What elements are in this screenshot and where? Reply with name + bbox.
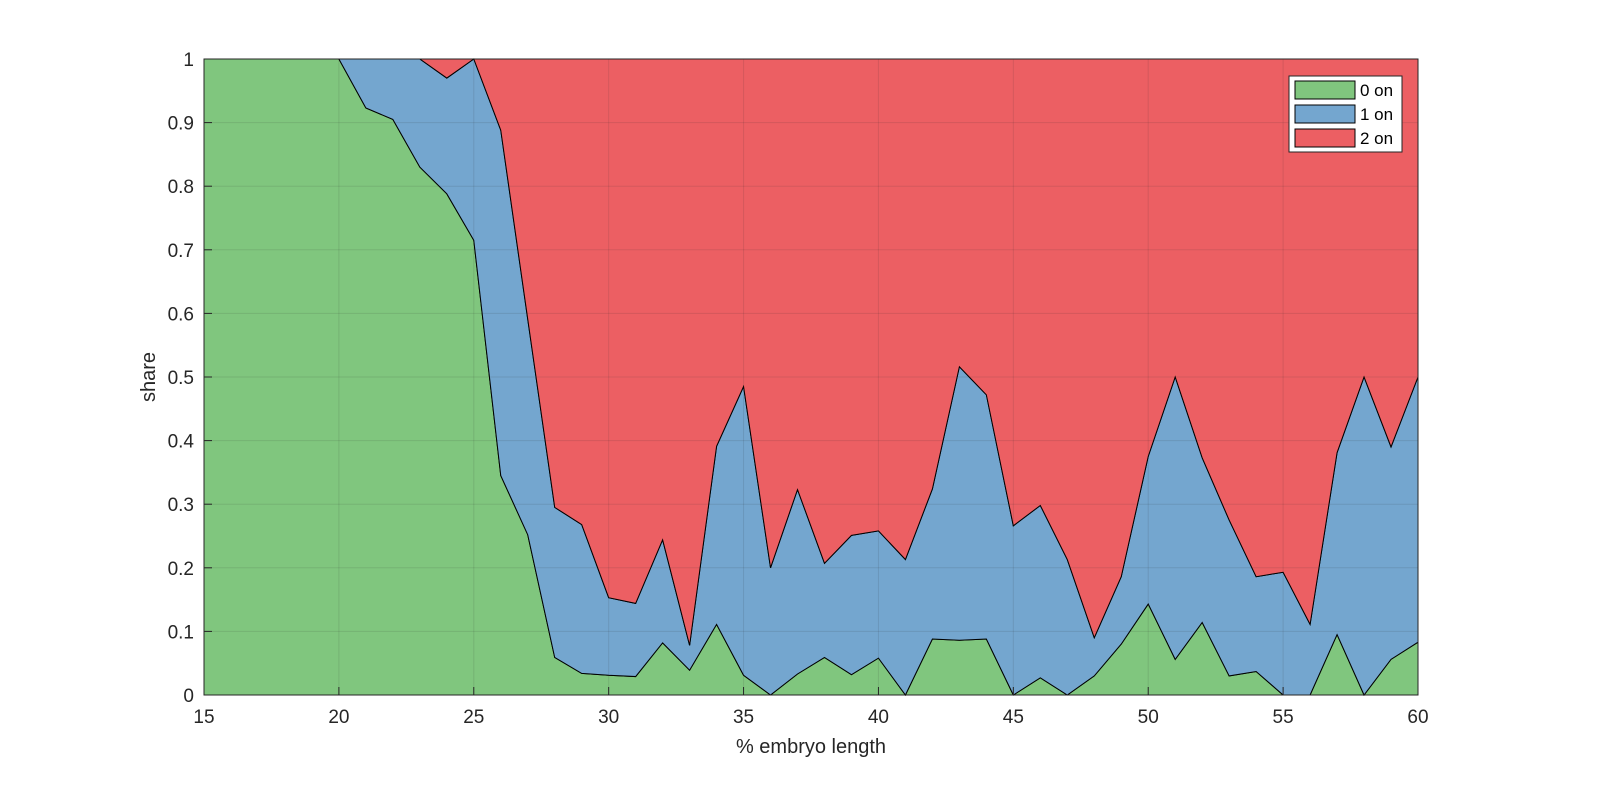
legend: 0 on 1 on 2 on (1288, 75, 1403, 153)
y-tick-label: 0.4 (168, 432, 195, 453)
x-tick-label: 45 (1003, 707, 1024, 728)
y-axis-label: share (138, 352, 160, 402)
x-tick-label: 25 (463, 707, 484, 728)
y-tick-label: 0.6 (168, 304, 194, 325)
x-tick-label: 15 (193, 707, 214, 728)
legend-swatch-0-on (1294, 80, 1356, 100)
legend-swatch-2-on (1294, 128, 1356, 148)
grid-lines (204, 59, 1418, 695)
legend-label-2-on: 2 on (1360, 129, 1393, 148)
x-tick-label: 55 (1273, 707, 1294, 728)
y-tick-label: 0.3 (168, 495, 194, 516)
x-axis-ticks: 15 20 25 30 35 40 45 50 55 60 (193, 687, 1429, 728)
y-tick-label: 0.2 (168, 559, 194, 580)
x-tick-label: 30 (598, 707, 619, 728)
x-tick-label: 50 (1138, 707, 1159, 728)
x-tick-label: 20 (328, 707, 349, 728)
y-tick-label: 0 (183, 686, 194, 707)
legend-label-0-on: 0 on (1360, 81, 1393, 100)
y-axis-ticks: 0 0.1 0.2 0.3 0.4 0.5 0.6 0.7 0.8 0.9 1 (168, 50, 212, 707)
y-tick-label: 1 (183, 50, 194, 71)
x-tick-label: 60 (1407, 707, 1428, 728)
x-axis-label: % embryo length (736, 736, 886, 758)
y-tick-label: 0.1 (168, 622, 194, 643)
y-tick-label: 0.7 (168, 241, 194, 262)
legend-label-1-on: 1 on (1360, 105, 1393, 124)
y-tick-label: 0.5 (168, 368, 194, 389)
legend-swatch-1-on (1294, 104, 1356, 124)
x-tick-label: 40 (868, 707, 889, 728)
y-tick-label: 0.9 (168, 114, 194, 135)
y-tick-label: 0.8 (168, 177, 194, 198)
x-tick-label: 35 (733, 707, 754, 728)
